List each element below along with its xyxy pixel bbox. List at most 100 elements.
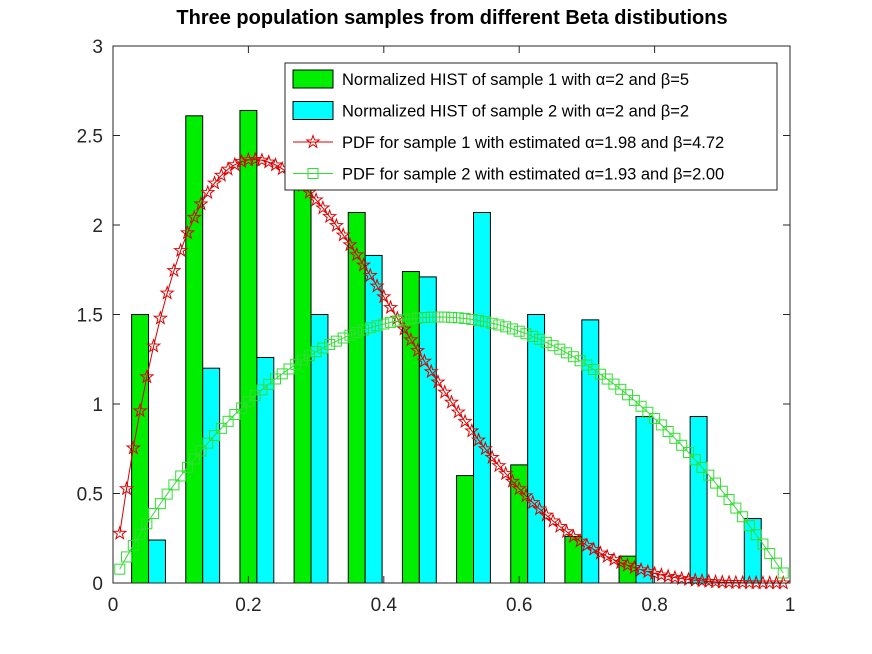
marker-s4-5 — [141, 518, 153, 530]
marker-s3-79 — [640, 563, 656, 579]
marker-s3-3 — [125, 439, 141, 455]
marker-s4-40 — [378, 318, 390, 330]
marker-s4-68 — [567, 351, 579, 363]
marker-s3-57 — [491, 457, 507, 473]
marker-s3-55 — [477, 440, 493, 456]
marker-s4-69 — [574, 355, 586, 367]
marker-s4-37 — [357, 324, 369, 336]
marker-s3-15 — [206, 175, 223, 190]
marker-s4-99 — [777, 567, 789, 579]
marker-s4-16 — [215, 422, 227, 434]
marker-s3-43 — [396, 321, 412, 336]
x-tick-label: 1 — [785, 595, 796, 616]
marker-s3-5 — [139, 368, 155, 384]
marker-s4-1 — [114, 563, 126, 575]
legend-label: Normalized HIST of sample 2 with α=2 and… — [342, 103, 689, 121]
marker-s4-98 — [770, 557, 782, 569]
ticks-layer: 0 0.2 0.4 0.6 0.8 1 0 0.5 1 1.5 2 2.5 3 — [77, 37, 796, 616]
marker-s3-83 — [667, 569, 683, 585]
marker-s3-10 — [173, 242, 189, 258]
marker-s4-60 — [513, 325, 525, 337]
marker-s4-97 — [764, 547, 776, 559]
marker-s4-13 — [195, 445, 207, 457]
legend: Normalized HIST of sample 1 with α=2 and… — [284, 62, 778, 191]
marker-s4-94 — [743, 520, 755, 532]
marker-s3-37 — [355, 257, 372, 272]
marker-s3-65 — [545, 512, 561, 528]
marker-s3-14 — [200, 184, 216, 200]
marker-s3-75 — [613, 554, 629, 570]
marker-s4-2 — [121, 551, 133, 563]
series-4-line-group — [114, 311, 789, 579]
marker-s4-10 — [175, 470, 187, 482]
marker-s3-23 — [261, 154, 277, 169]
series-3-line-group — [112, 151, 791, 590]
marker-s3-24 — [267, 156, 284, 172]
marker-s4-49 — [439, 311, 451, 323]
bar-s1-7 — [456, 475, 475, 584]
marker-s4-87 — [696, 461, 708, 473]
legend-label: PDF for sample 2 with estimated α=1.93 a… — [342, 166, 724, 184]
marker-s4-54 — [473, 314, 485, 326]
marker-s4-6 — [148, 507, 160, 519]
marker-s4-76 — [622, 389, 634, 401]
marker-s3-73 — [599, 548, 615, 564]
bar-s2-11 — [689, 416, 708, 584]
marker-s4-65 — [547, 340, 559, 352]
marker-s3-54 — [470, 432, 487, 447]
marker-s3-99 — [775, 574, 791, 590]
marker-s3-7 — [152, 310, 169, 325]
bar-s1-4 — [293, 188, 312, 584]
marker-s4-3 — [127, 539, 139, 551]
marker-s3-70 — [579, 537, 595, 552]
marker-s3-61 — [518, 487, 534, 503]
marker-s4-15 — [209, 430, 221, 442]
marker-s4-96 — [757, 538, 769, 550]
marker-s4-32 — [324, 338, 336, 350]
marker-s3-13 — [193, 195, 209, 211]
marker-s4-88 — [703, 469, 715, 481]
marker-s3-21 — [247, 151, 263, 166]
marker-s4-82 — [662, 426, 674, 438]
marker-s4-33 — [330, 335, 342, 347]
bar-s2-10 — [635, 416, 654, 584]
bar-s2-8 — [527, 314, 546, 584]
marker-s4-9 — [168, 479, 180, 491]
marker-s4-64 — [540, 336, 552, 348]
legend-swatch — [292, 69, 334, 89]
marker-s4-18 — [229, 409, 241, 421]
marker-s3-76 — [619, 557, 636, 572]
marker-s3-81 — [653, 567, 670, 582]
marker-s3-82 — [660, 568, 676, 583]
marker-s4-89 — [710, 477, 722, 489]
marker-s4-45 — [412, 312, 424, 324]
legend-box — [284, 62, 778, 191]
marker-s3-2 — [118, 480, 135, 496]
marker-s4-78 — [635, 400, 647, 412]
marker-s4-56 — [486, 317, 498, 329]
marker-s4-50 — [446, 311, 457, 323]
marker-s4-77 — [628, 394, 640, 406]
marker-s3-77 — [626, 559, 642, 575]
bar-s2-1 — [148, 539, 166, 584]
marker-s3-69 — [572, 533, 588, 548]
marker-s4-34 — [337, 332, 349, 344]
bar-s2-2 — [202, 367, 221, 584]
marker-s4-86 — [689, 454, 701, 466]
y-tick-label: 0.5 — [77, 485, 103, 506]
marker-s3-40 — [376, 288, 392, 304]
marker-s3-48 — [430, 374, 446, 389]
marker-s3-38 — [362, 267, 378, 283]
marker-s4-35 — [344, 329, 356, 341]
marker-s3-19 — [234, 153, 250, 169]
marker-s4-48 — [432, 311, 444, 323]
marker-s4-67 — [561, 347, 573, 359]
marker-s3-47 — [423, 363, 439, 379]
marker-s4-19 — [236, 402, 248, 414]
marker-s3-4 — [132, 402, 148, 418]
marker-s4-22 — [256, 384, 268, 396]
marker-s4-4 — [134, 528, 146, 540]
marker-s3-50 — [443, 394, 460, 409]
marker-s4-79 — [642, 406, 654, 418]
